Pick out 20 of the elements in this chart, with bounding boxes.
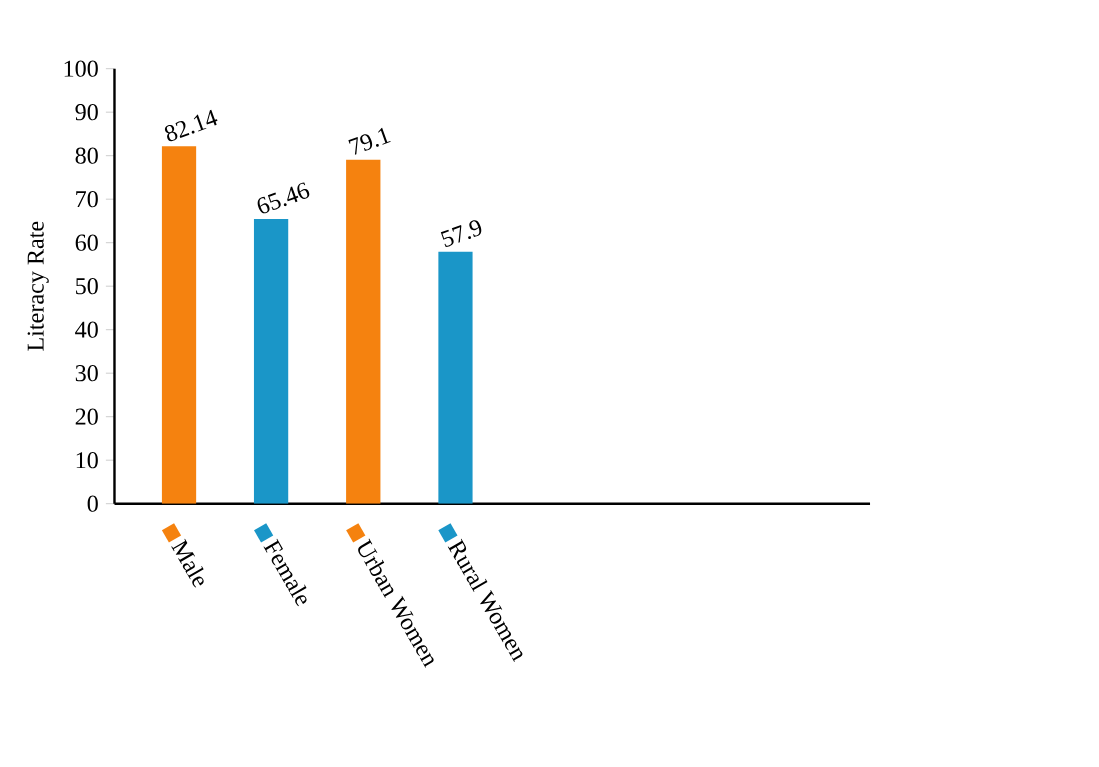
data-label: 65.46	[257, 182, 310, 214]
y-tick-label: 10	[76, 452, 98, 469]
bar	[253, 218, 289, 504]
data-label: 57.9	[440, 220, 482, 248]
bar	[438, 251, 473, 504]
y-tick-label: 80	[75, 147, 98, 164]
y-tick-label: 90	[75, 104, 98, 121]
y-tick-label: 60	[75, 234, 98, 251]
y-tick-label: 0	[87, 495, 98, 512]
data-label: 79.1	[348, 127, 391, 155]
y-axis-title: Literacy Rate	[27, 221, 49, 351]
y-tick-label: 40	[75, 321, 98, 338]
bar	[346, 159, 381, 504]
y-tick-label: 100	[64, 60, 98, 77]
data-label: 82.14	[164, 109, 218, 142]
y-tick-label: 70	[76, 191, 98, 208]
y-tick-label: 30	[75, 365, 98, 382]
y-tick-label: 50	[76, 278, 98, 295]
y-tick-label: 20	[75, 408, 98, 425]
bar	[161, 146, 197, 504]
